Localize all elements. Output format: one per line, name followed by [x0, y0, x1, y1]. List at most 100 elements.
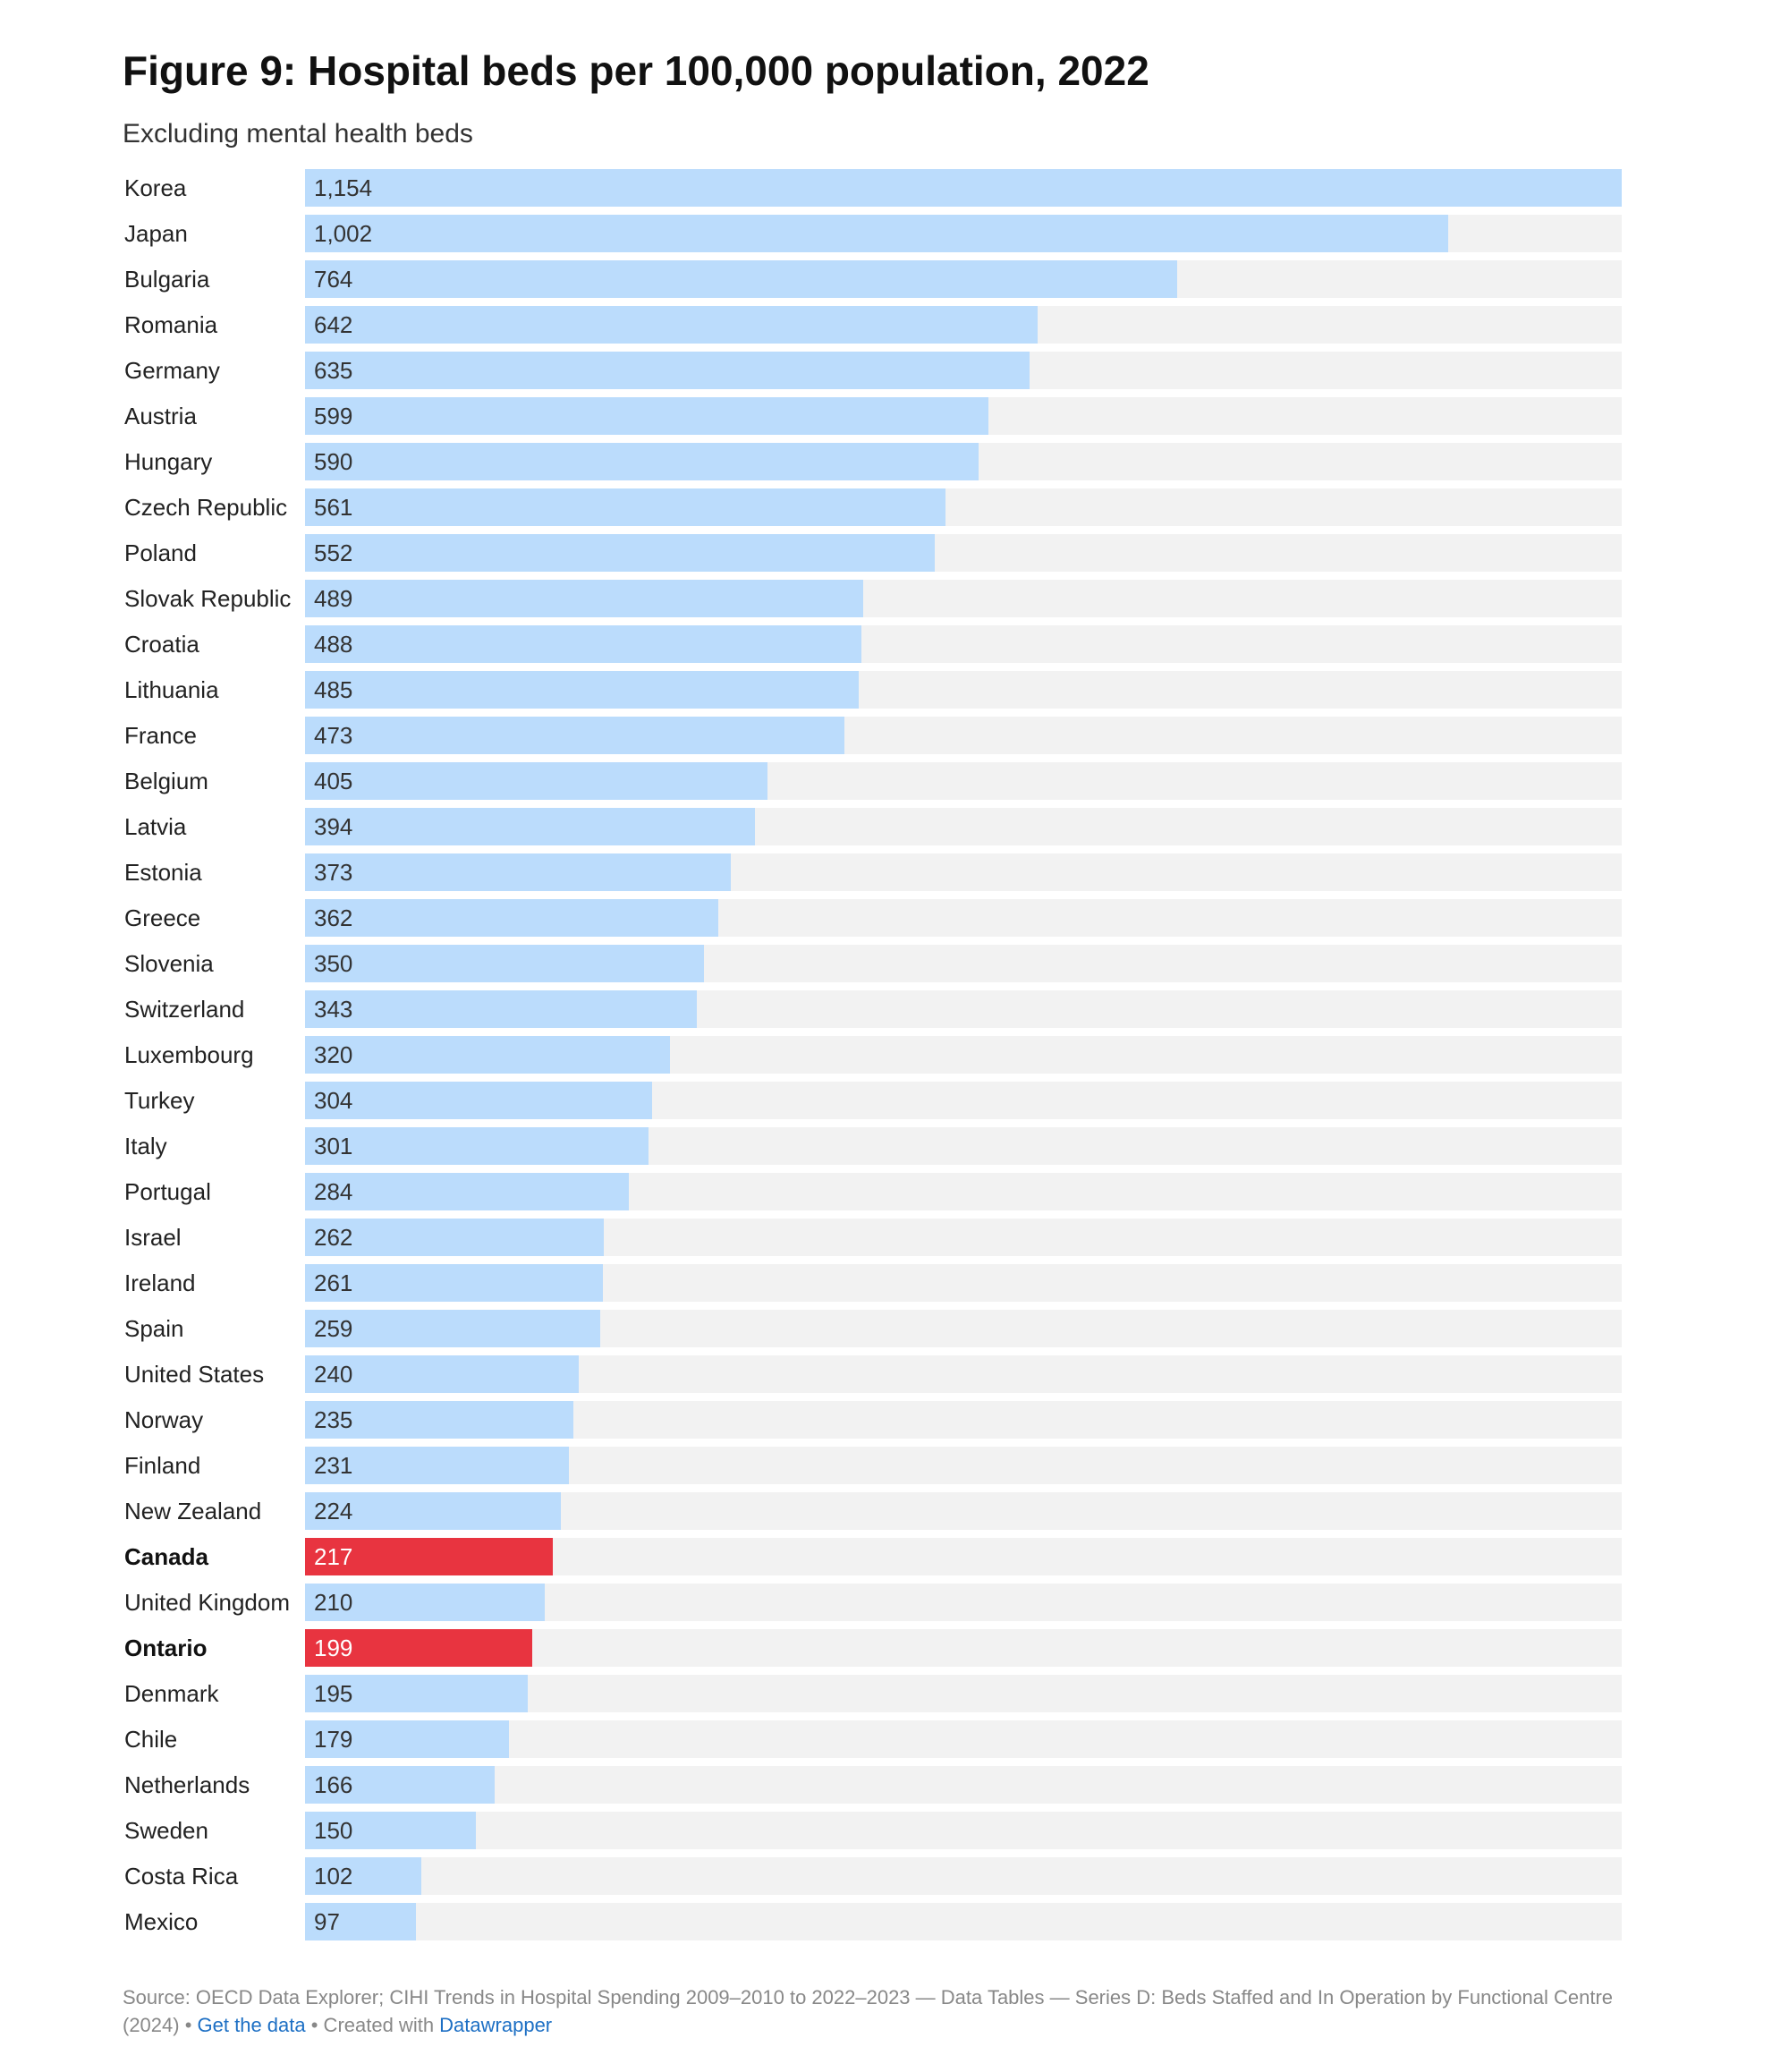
bar-row: Greece 362: [0, 899, 1789, 945]
bar-value-label: 561: [314, 494, 353, 521]
bar: [305, 1629, 532, 1667]
category-label: Luxembourg: [124, 1041, 254, 1068]
bar: [305, 1903, 416, 1940]
bar-value-label: 210: [314, 1589, 353, 1616]
bar-row: Hungary 590: [0, 443, 1789, 488]
bar-track: [305, 1903, 1622, 1940]
bar-value-label: 231: [314, 1452, 353, 1479]
created-with-text: • Created with: [305, 2014, 440, 2036]
datawrapper-link[interactable]: Datawrapper: [439, 2014, 553, 2036]
category-label: Slovenia: [124, 950, 214, 977]
category-label: Bulgaria: [124, 266, 210, 293]
bar-track: [305, 1766, 1622, 1804]
bar: [305, 1264, 603, 1302]
bar-value-label: 217: [314, 1543, 353, 1570]
bar-value-label: 240: [314, 1361, 353, 1388]
bar: [305, 1857, 422, 1895]
bar-row: Latvia 394: [0, 808, 1789, 853]
bar: [305, 488, 945, 526]
bar-value-label: 301: [314, 1133, 353, 1159]
category-label: Italy: [124, 1133, 167, 1159]
bar: [305, 1401, 573, 1439]
category-label: Chile: [124, 1726, 178, 1753]
category-label: Slovak Republic: [124, 585, 292, 612]
bar-row: Costa Rica 102: [0, 1857, 1789, 1903]
bar: [305, 1355, 580, 1393]
bar: [305, 169, 1622, 207]
bar: [305, 1310, 601, 1347]
category-label: Czech Republic: [124, 494, 288, 521]
category-label: Netherlands: [124, 1771, 250, 1798]
footer-separator: •: [179, 2014, 198, 2036]
bar: [305, 762, 767, 800]
bar-row: Germany 635: [0, 352, 1789, 397]
bar-value-label: 259: [314, 1315, 353, 1342]
category-label: Belgium: [124, 768, 208, 794]
bar-row: Ontario 199: [0, 1629, 1789, 1675]
bar-row: Croatia 488: [0, 625, 1789, 671]
bar: [305, 534, 936, 572]
bar-row: France 473: [0, 717, 1789, 762]
source-note: Source: OECD Data Explorer; CIHI Trends …: [123, 1986, 1614, 2036]
bar-value-label: 405: [314, 768, 353, 794]
bar-value-label: 343: [314, 996, 353, 1023]
bar: [305, 1036, 671, 1074]
bar: [305, 306, 1038, 344]
bar: [305, 671, 859, 709]
bar-row: Sweden 150: [0, 1812, 1789, 1857]
bar-row: Ireland 261: [0, 1264, 1789, 1310]
category-label: Germany: [124, 357, 220, 384]
bar-row: Spain 259: [0, 1310, 1789, 1355]
bar: [305, 808, 755, 845]
category-label: Japan: [124, 220, 188, 247]
category-label: Switzerland: [124, 996, 245, 1023]
category-label: Estonia: [124, 859, 202, 886]
bar: [305, 1173, 630, 1210]
category-label: Austria: [124, 403, 197, 429]
bar: [305, 1219, 605, 1256]
bar-value-label: 199: [314, 1635, 353, 1661]
category-label: Norway: [124, 1406, 204, 1433]
bar: [305, 260, 1177, 298]
category-label: Ontario: [124, 1635, 208, 1661]
category-label: Poland: [124, 539, 197, 566]
bar-value-label: 150: [314, 1817, 353, 1844]
bar-track: [305, 1812, 1622, 1849]
bar-row: Italy 301: [0, 1127, 1789, 1173]
bar-value-label: 764: [314, 266, 353, 293]
bar-row: Lithuania 485: [0, 671, 1789, 717]
bar-row: Japan 1,002: [0, 215, 1789, 260]
category-label: Costa Rica: [124, 1863, 239, 1889]
category-label: Israel: [124, 1224, 182, 1251]
bar-value-label: 195: [314, 1680, 353, 1707]
bar: [305, 1720, 510, 1758]
bar: [305, 352, 1030, 389]
bar-value-label: 590: [314, 448, 353, 475]
bar: [305, 580, 863, 617]
bar: [305, 990, 697, 1028]
category-label: Sweden: [124, 1817, 208, 1844]
category-label: New Zealand: [124, 1498, 262, 1524]
bar-value-label: 394: [314, 813, 353, 840]
bar-row: Netherlands 166: [0, 1766, 1789, 1812]
chart-title: Figure 9: Hospital beds per 100,000 popu…: [123, 47, 1149, 94]
bar-value-label: 261: [314, 1270, 353, 1296]
category-label: Croatia: [124, 631, 199, 658]
bar: [305, 1675, 528, 1712]
bar-row: Slovenia 350: [0, 945, 1789, 990]
bar-row: Romania 642: [0, 306, 1789, 352]
bar-value-label: 320: [314, 1041, 353, 1068]
bar-value-label: 635: [314, 357, 353, 384]
bar-value-label: 224: [314, 1498, 353, 1524]
bar-value-label: 599: [314, 403, 353, 429]
bar: [305, 1584, 545, 1621]
bar-row: Estonia 373: [0, 853, 1789, 899]
bar-row: Canada 217: [0, 1538, 1789, 1584]
bar: [305, 215, 1449, 252]
category-label: Canada: [124, 1543, 208, 1570]
bar-value-label: 485: [314, 676, 353, 703]
bar: [305, 443, 979, 480]
get-the-data-link[interactable]: Get the data: [197, 2014, 306, 2036]
bar: [305, 853, 731, 891]
